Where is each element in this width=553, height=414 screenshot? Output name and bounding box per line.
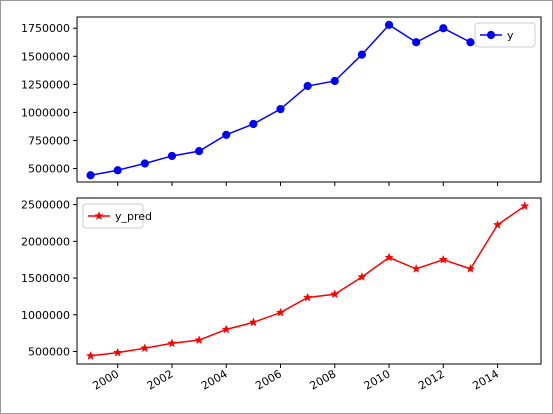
y-tick-label: 1500000 [21,272,70,285]
legend-label: y [507,29,514,42]
data-point [167,151,177,161]
x-tick-label: 2002 [145,367,176,392]
data-point [492,219,503,229]
bottom-subplot: 500000 1000000 1500000 2000000 2500000 2000 20… [21,197,542,393]
legend-marker [94,211,104,220]
data-point [167,338,177,348]
y-tick-label: 1000000 [21,309,70,322]
data-point [113,166,122,175]
data-point [412,38,421,47]
data-point [303,81,312,91]
data-point [302,292,313,302]
data-point [275,307,286,317]
data-point [384,20,394,29]
y-tick-label: 1000000 [21,106,70,119]
series-line-y_pred [90,205,526,357]
x-tick-label: 2000 [90,367,121,392]
data-point [249,119,258,129]
y-tick-label: 2000000 [21,235,70,248]
data-point [466,38,475,47]
y-tick-label: 1500000 [21,50,70,63]
x-tick-label: 2014 [470,367,501,392]
data-point [330,76,339,86]
data-point [465,263,476,273]
x-tick-label: 2008 [308,367,339,392]
data-point [357,272,367,281]
series-line-y [90,23,471,177]
data-point [86,171,95,180]
y-tick-label: 1750000 [21,22,70,35]
data-point [140,159,149,168]
data-point [194,335,204,345]
x-tick-label: 2006 [253,367,284,392]
y-tick-label: 750000 [28,134,70,147]
y-tick-label: 500000 [28,163,70,176]
data-point [276,104,285,114]
data-point [113,347,123,357]
data-point [85,351,96,360]
axes-frame [76,16,542,183]
legend-box [474,22,536,48]
legend-marker [486,30,496,40]
axes-frame [76,197,542,365]
x-tick-label: 2012 [416,367,447,392]
data-point [357,50,367,59]
top-subplot: 500000 750000 1000000 1250000 1500000 1750000… [21,16,542,186]
y-tick-label: 1250000 [21,78,70,91]
data-point [520,201,530,211]
legend: y_pred [82,203,152,229]
legend-box [82,203,144,229]
data-point [248,317,259,327]
x-tick-label: 2010 [362,367,393,392]
data-point [221,324,231,334]
data-point [439,24,448,33]
y-tick-label: 2500000 [21,199,70,212]
data-point [140,343,150,353]
data-point [195,147,204,156]
data-point [222,130,231,139]
y-tick-label: 500000 [28,346,70,359]
data-point [411,263,421,273]
data-point [330,289,340,299]
legend-label: y_pred [115,210,152,223]
data-point [438,254,448,264]
data-point [384,252,394,262]
legend: y [474,22,536,48]
x-tick-label: 2004 [199,367,230,392]
